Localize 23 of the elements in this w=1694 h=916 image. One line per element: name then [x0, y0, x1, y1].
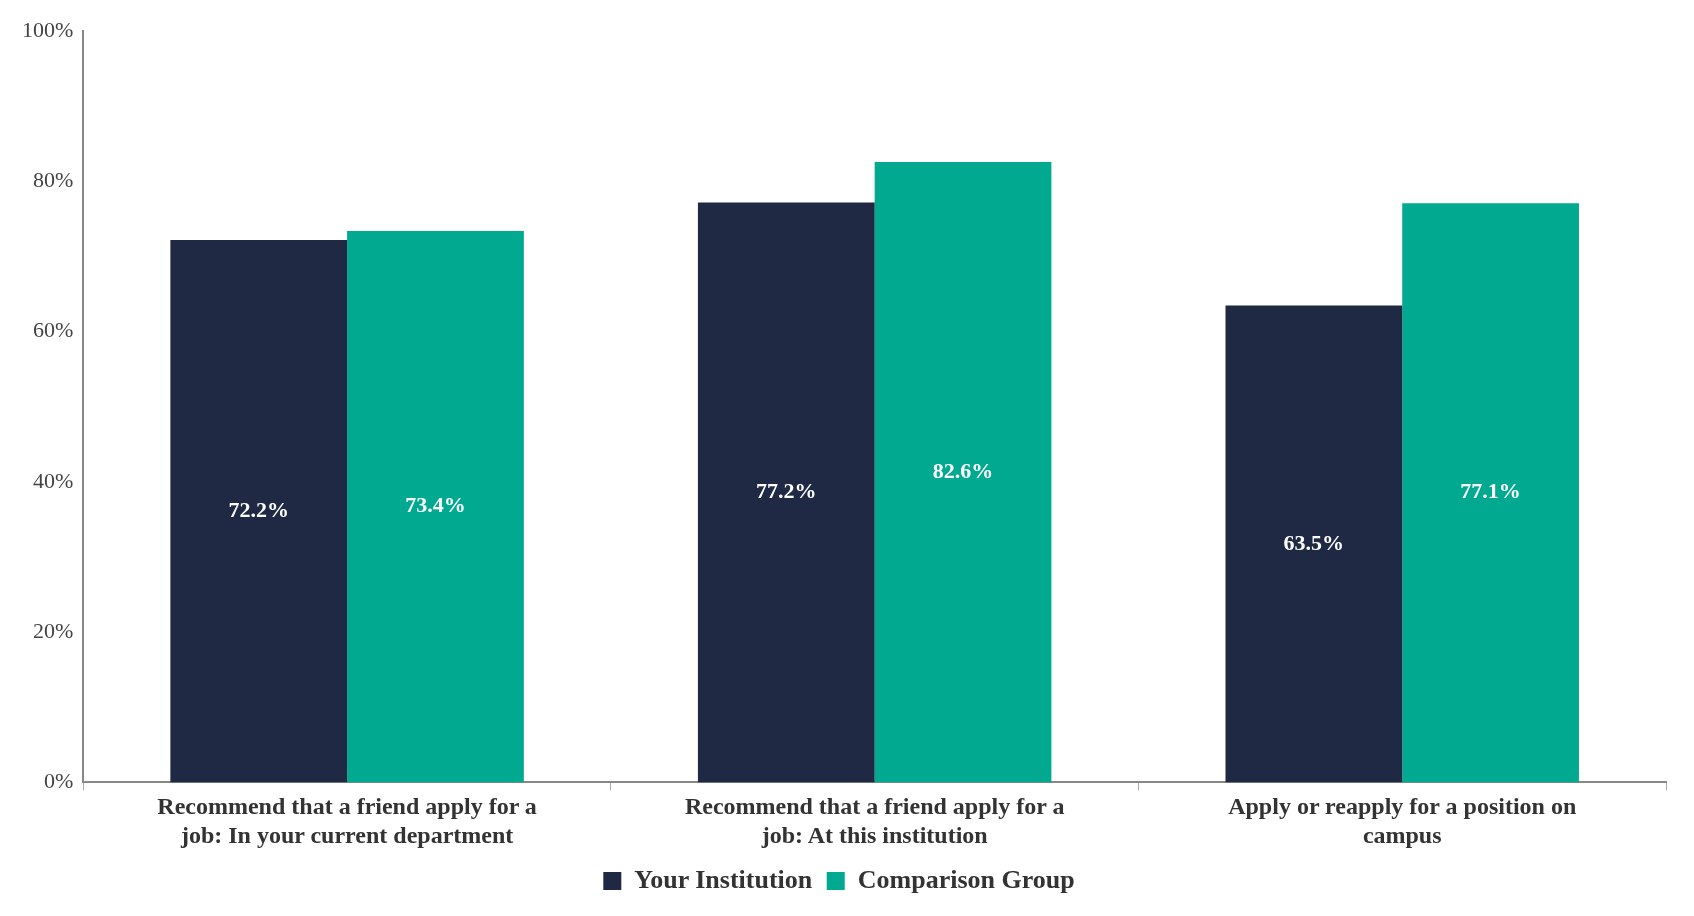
x-tick-label: Recommend that a friend apply for a job: At this institution: [684, 793, 1065, 848]
bar: [874, 161, 1052, 783]
y-tick-label: 80%: [33, 167, 74, 193]
data-label: 77.1%: [1460, 478, 1521, 504]
bar: [170, 240, 348, 783]
y-tick-label: 100%: [22, 16, 74, 42]
y-tick-label: 40%: [33, 467, 74, 493]
data-label: 82.6%: [932, 457, 994, 483]
data-label: 63.5%: [1283, 529, 1345, 555]
y-tick-label: 60%: [33, 317, 74, 343]
legend-label: Your Institution: [634, 864, 813, 894]
y-tick-label: 0%: [44, 768, 74, 794]
x-tick-label: Recommend that a friend apply for a job: In your current department: [157, 793, 537, 848]
bar: [1402, 203, 1579, 783]
data-label: 77.2%: [756, 478, 817, 504]
data-label: 73.4%: [405, 492, 466, 518]
y-tick-label: 20%: [33, 617, 74, 643]
legend-label: Comparison Group: [857, 864, 1075, 894]
x-tick-label: Apply or reapply for a position on campus: [1228, 793, 1577, 848]
bar: [347, 231, 524, 783]
bar: [1225, 305, 1403, 783]
data-label: 72.2%: [228, 496, 289, 522]
bar: [697, 202, 875, 783]
